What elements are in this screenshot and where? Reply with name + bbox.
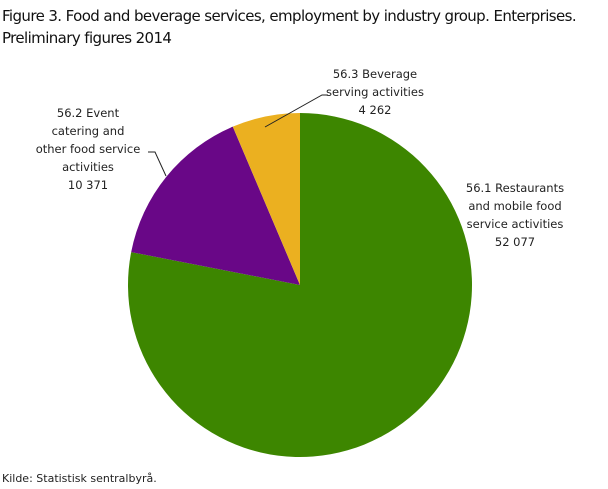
data-label: activities: [62, 160, 114, 174]
source-note: Kilde: Statistisk sentralbyrå.: [2, 472, 157, 485]
chart-title: Figure 3. Food and beverage services, em…: [2, 5, 577, 49]
data-label: catering and: [52, 124, 125, 138]
data-label-value: 4 262: [359, 103, 392, 117]
data-label: 56.1 Restaurants: [466, 181, 564, 195]
data-label: 56.2 Event: [57, 106, 120, 120]
data-label: 56.3 Beverage: [333, 67, 417, 81]
data-label-value: 10 371: [68, 178, 108, 192]
data-label: and mobile food: [468, 199, 561, 213]
data-label: serving activities: [326, 85, 424, 99]
chart-title-line: Figure 3. Food and beverage services, em…: [2, 7, 577, 25]
data-label: service activities: [467, 217, 564, 231]
data-label: other food service: [36, 142, 141, 156]
chart-subtitle: Preliminary figures 2014: [2, 29, 172, 47]
label-connector: [264, 94, 328, 128]
pie-slice: [131, 126, 300, 285]
label-connector: [148, 151, 167, 177]
pie-slice: [232, 113, 300, 285]
data-label-value: 52 077: [495, 235, 535, 249]
